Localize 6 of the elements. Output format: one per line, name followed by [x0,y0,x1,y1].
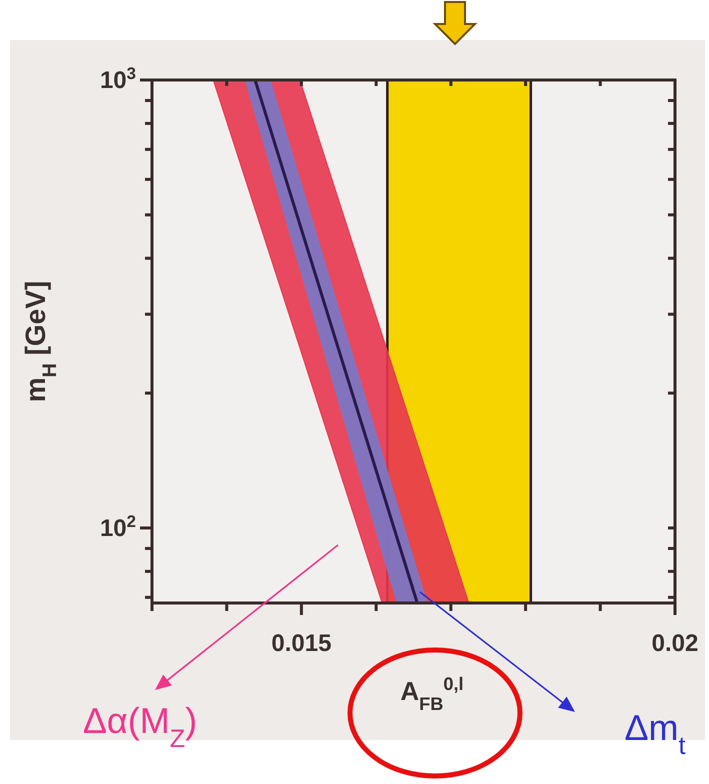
x-tick-label: 0.02 [652,630,698,657]
y-tick-label: 10$^{2}$ [100,511,136,542]
text: Δα(M$_{Z}$) [82,700,198,753]
text: Δm$_{t}$ [624,707,686,760]
x-tick-label: 0.015 [271,630,332,657]
y-tick-label: 10$^{3}$ [100,64,136,94]
